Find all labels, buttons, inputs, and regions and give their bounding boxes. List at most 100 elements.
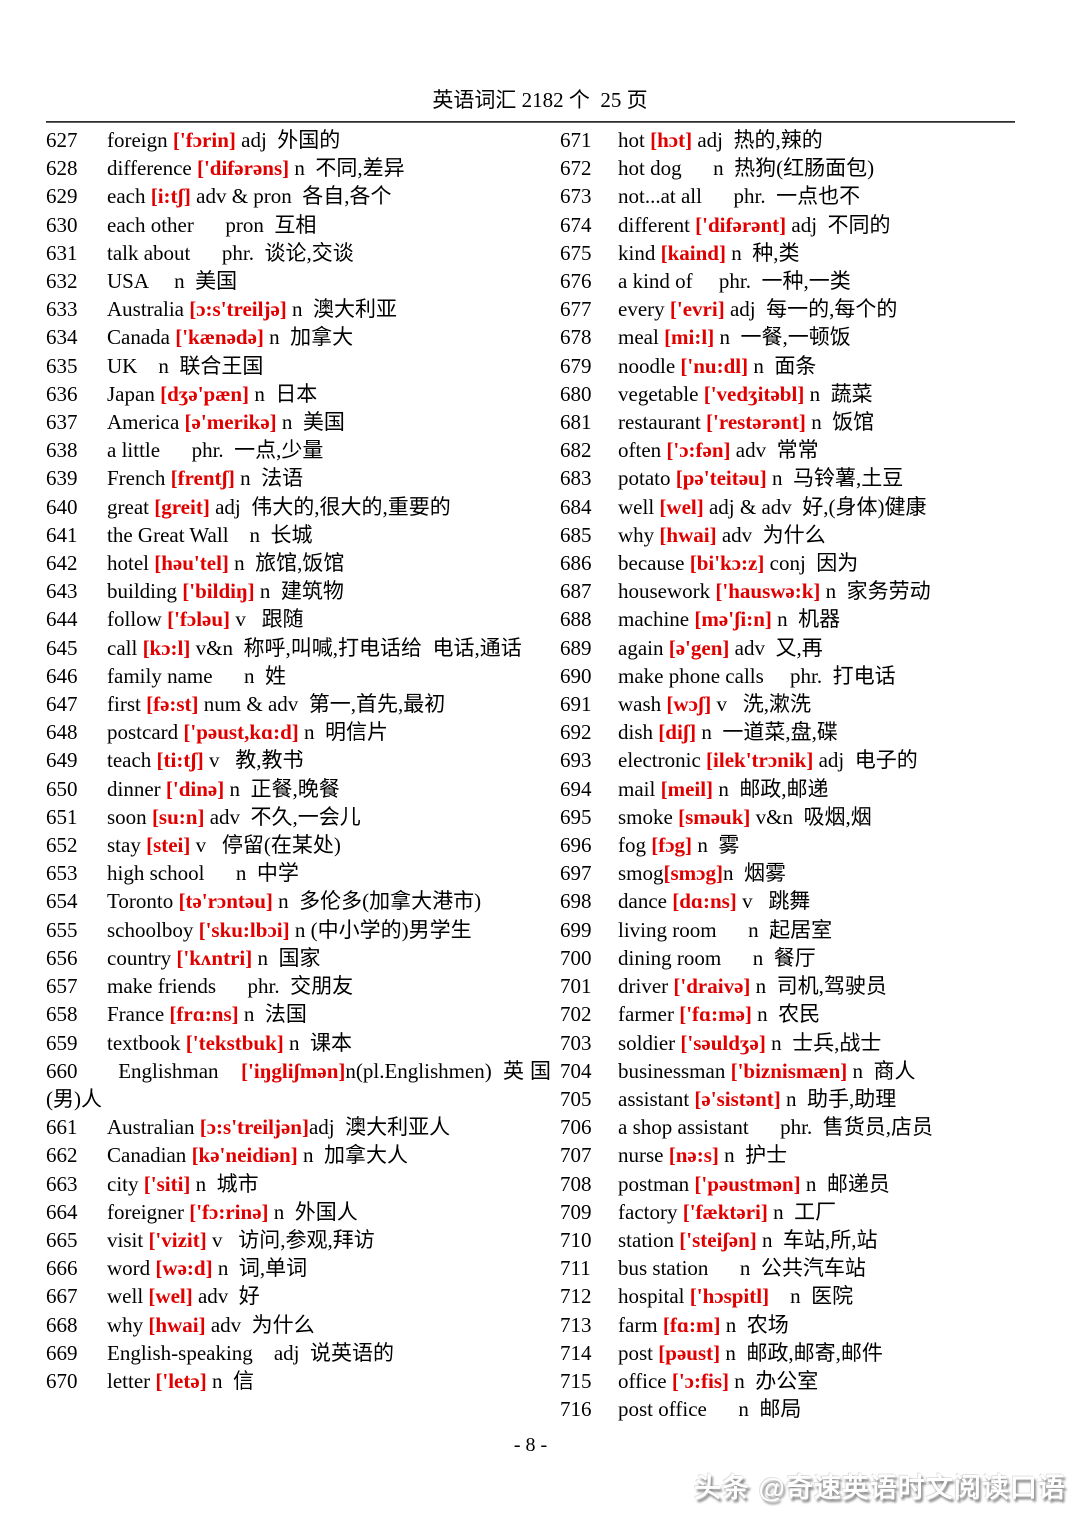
entry-word: hot dog [618,156,682,181]
entry-phonetic: ['difərəns] [196,156,290,181]
entry-phonetic: [greit] [154,494,210,519]
entry-pos-meaning: n 日本 [249,381,318,406]
entry-number: 714 [560,1340,592,1365]
entry-pos-meaning: n 加拿大 [263,325,354,350]
entry-pos-meaning: n 商人 [847,1058,916,1083]
entry-number: 685 [560,522,592,547]
entry-phonetic: [wel] [659,494,704,519]
entry-word: hot [618,128,651,152]
entry-word: dinner [107,776,166,801]
entry-number: 643 [46,579,78,604]
entry-phonetic: ['ɔ:fis] [671,1368,729,1393]
entry-word: often [618,438,667,463]
entry-word: French [107,466,171,491]
entry-row: 663 city ['siti] n 城市 [46,1170,551,1198]
entry-number: 709 [560,1199,592,1224]
entry-row: 659 textbook ['tekstbuk] n 课本 [46,1029,551,1057]
entry-pos-meaning: n 加拿大人 [297,1143,408,1168]
entry-row: 710 station ['steiʃən] n 车站,所,站 [560,1226,1048,1254]
entry-pos-meaning: n 明信片 [298,720,388,745]
entry-number: 708 [560,1171,592,1196]
entry-row: 653 high school n 中学 [46,859,551,887]
entry-word: Englishman [107,1058,242,1083]
entry-row: 688 machine [mə'ʃi:n] n 机器 [560,605,1048,633]
entry-phonetic: [pə'teitəu] [675,466,767,491]
entry-word: each other [107,212,194,237]
entry-row: 637 America [ə'merikə] n 美国 [46,408,551,436]
entry-row: 699 living room n 起居室 [560,916,1048,944]
entry-number: 683 [560,466,592,491]
entry-pos-meaning: n 马铃薯,土豆 [766,466,904,491]
entry-row: 676 a kind of phr. 一种,一类 [560,267,1048,295]
entry-number: 659 [46,1030,78,1055]
entry-pos-meaning: n (中小学的)男学生 [289,917,472,942]
entry-pos-meaning: n 助手,助理 [780,1086,897,1111]
entry-word: each [107,184,151,209]
entry-pos-meaning: adj 外国的 [235,128,341,152]
entry-phonetic: [ilek'trɔnik] [706,748,814,773]
entry-pos-meaning: adj 每一的,每个的 [724,297,898,322]
entry-phonetic: ['siti] [143,1171,191,1196]
entry-pos-meaning: adj 电子的 [813,748,918,773]
entry-row: 634 Canada ['kænədə] n 加拿大 [46,323,551,351]
entry-phonetic: [fə:st] [146,692,199,717]
entry-word: why [618,522,660,547]
entry-row: 684 well [wel] adj & adv 好,(身体)健康 [560,493,1048,521]
entry-number: 652 [46,833,78,858]
entry-pos-meaning: v 教,教书 [203,748,304,773]
entry-number: 656 [46,945,78,970]
entry-word: make phone calls [618,663,764,688]
entry-row: 660 Englishman ['iŋgliʃmən]n(pl.Englishm… [46,1057,551,1113]
entry-word: high school [107,861,205,886]
entry-word: restaurant [618,410,707,435]
entry-row: 632 USA n 美国 [46,267,551,295]
entry-number: 674 [560,212,592,237]
entry-phonetic: ['steiʃən] [679,1227,757,1252]
entry-phonetic: [həu'tel] [154,551,229,576]
entry-row: 665 visit ['vizit] v 访问,参观,拜访 [46,1226,551,1254]
entry-number: 662 [46,1143,78,1168]
entry-number: 700 [560,945,592,970]
entry-word: farm [618,1312,663,1337]
entry-word: Canadian [107,1143,192,1168]
entry-pos-meaning: n 士兵,战士 [765,1030,882,1055]
entry-word: USA [107,269,148,294]
entry-word: first [107,692,147,717]
entry-row: 645 call [kɔ:l] v&n 称呼,叫喊,打电话给 电话,通话 [46,634,551,662]
entry-pos-meaning: v 洗,漱洗 [711,692,812,717]
entry-number: 628 [46,156,78,181]
entry-phonetic: [ɔ:s'treiljə] [189,297,287,322]
entry-number: 653 [46,861,78,886]
entry-word: potato [618,466,676,491]
entry-row: 646 family name n 姓 [46,662,551,690]
entry-pos-meaning: n 中学 [204,861,299,886]
entry-row: 694 mail [meil] n 邮政,邮递 [560,775,1048,803]
entry-word: vegetable [618,381,704,406]
entry-pos-meaning: num & adv 第一,首先,最初 [198,692,446,717]
entry-word: a little [107,438,161,463]
entry-phonetic: [wə:d] [155,1256,213,1281]
entry-phonetic: ['pəustmən] [694,1171,801,1196]
entry-row: 702 farmer ['fɑ:mə] n 农民 [560,1000,1048,1028]
entry-pos-meaning: conj 因为 [764,551,859,576]
entry-number: 630 [46,212,78,237]
entry-word: dance [618,889,673,914]
entry-word: city [107,1171,144,1196]
entry-pos-meaning: n 餐厅 [721,945,816,970]
entry-word: machine [618,607,695,632]
entry-word: hotel [107,551,155,576]
entry-pos-meaning: adv 常常 [730,438,819,463]
entry-word: smog [618,861,664,886]
entry-row: 647 first [fə:st] num & adv 第一,首先,最初 [46,690,551,718]
entry-number: 707 [560,1143,592,1168]
entry-pos-meaning: adv 又,再 [729,635,823,660]
entry-word: English-speaking [107,1340,253,1365]
entry-number: 660 [46,1058,78,1083]
entry-phonetic: [kaind] [660,240,726,265]
entry-pos-meaning: adj 热的,辣的 [692,128,823,152]
entry-row: 707 nurse [nə:s] n 护士 [560,1141,1048,1169]
entry-phonetic: [wel] [148,1284,193,1309]
entry-word: station [618,1227,680,1252]
entry-number: 686 [560,551,592,576]
entry-pos-meaning: n 法国 [238,1002,307,1027]
